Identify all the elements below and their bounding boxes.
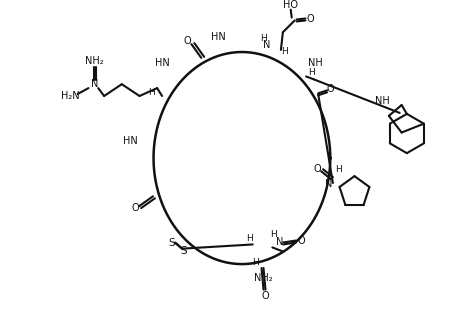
Text: H: H <box>252 258 259 266</box>
Text: H: H <box>282 47 288 57</box>
Text: NH: NH <box>308 58 323 68</box>
Text: HN: HN <box>123 136 138 146</box>
Text: S: S <box>181 245 187 255</box>
Text: O: O <box>183 36 191 46</box>
Text: H: H <box>308 68 314 77</box>
Text: O: O <box>326 84 334 94</box>
Text: HN: HN <box>211 32 226 42</box>
Text: O: O <box>297 235 305 245</box>
Text: N: N <box>91 79 98 89</box>
Text: H: H <box>336 165 342 174</box>
Text: N: N <box>275 237 283 247</box>
Text: H: H <box>260 35 266 43</box>
Text: O: O <box>262 290 269 300</box>
Text: O: O <box>313 164 321 174</box>
Text: NH: NH <box>374 96 389 106</box>
Text: H₂N: H₂N <box>62 91 80 101</box>
Text: H: H <box>270 230 277 239</box>
Text: H: H <box>246 234 253 243</box>
Text: HN: HN <box>155 58 169 68</box>
Text: HO: HO <box>283 0 298 10</box>
Text: O: O <box>131 203 139 213</box>
Text: O: O <box>307 14 314 24</box>
Text: N: N <box>325 179 333 189</box>
Text: H: H <box>148 88 155 97</box>
Text: NH₂: NH₂ <box>254 273 273 283</box>
Text: NH₂: NH₂ <box>85 56 104 66</box>
Text: N: N <box>264 40 271 50</box>
Text: S: S <box>168 238 174 248</box>
